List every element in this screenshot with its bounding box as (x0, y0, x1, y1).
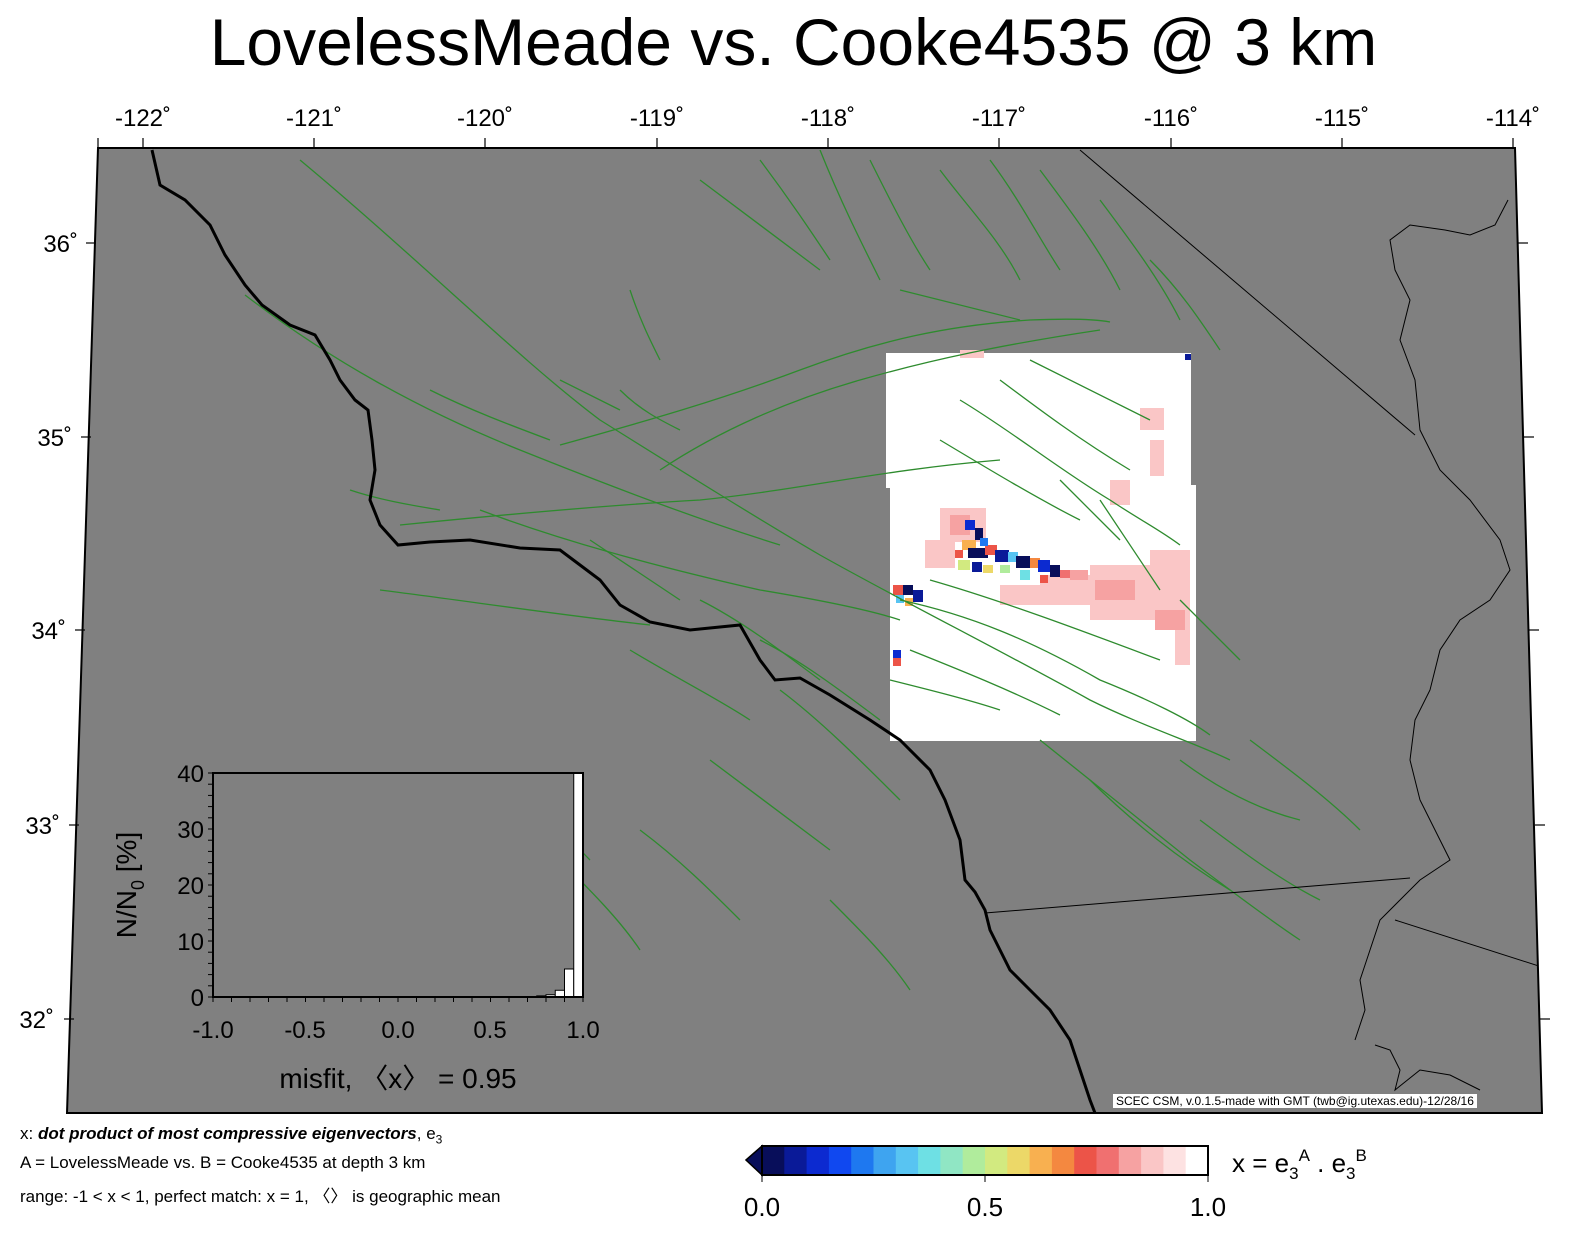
map-title: LovelessMeade vs. Cooke4535 @ 3 km (209, 5, 1378, 79)
hist-x-label: misfit, 〈x〉 = 0.95 (279, 1063, 516, 1094)
hist-y-tick: 10 (177, 929, 204, 956)
colorbar-cell (1051, 1146, 1075, 1175)
colorbar-cell (873, 1146, 897, 1175)
lon-label: -122˚ (115, 105, 171, 132)
colorbar-cell (1007, 1146, 1031, 1175)
colorbar-cell (962, 1146, 986, 1175)
coastline (150, 149, 1097, 1113)
caption-line-3: range: -1 < x < 1, perfect match: x = 1,… (20, 1187, 501, 1206)
lon-label: -118˚ (801, 105, 855, 132)
hist-x-tick: 1.0 (566, 1017, 599, 1044)
hist-x-tick: 0.5 (473, 1017, 506, 1044)
hist-x-tick: -0.5 (284, 1017, 325, 1044)
colorbar-cell (828, 1146, 852, 1175)
map-credit: SCEC CSM, v.0.1.5-made with GMT (twb@ig.… (1113, 1094, 1477, 1108)
hist-x-tick: -1.0 (192, 1017, 233, 1044)
colorbar-cell (806, 1146, 830, 1175)
histogram-bar (554, 989, 565, 998)
colorbar-cell (1029, 1146, 1053, 1175)
lat-label: 35˚ (37, 425, 72, 452)
misfit-histogram: 40 30 20 10 0 -1.0 -0.5 0.0 0.5 1.0 misf… (111, 761, 600, 1094)
colorbar-tick: 1.0 (1190, 1192, 1226, 1222)
colorbar-cell (918, 1146, 941, 1175)
misfit-overlay (886, 350, 1196, 741)
colorbar-cell (895, 1146, 919, 1175)
hist-x-tick: 0.0 (381, 1017, 414, 1044)
lat-label: 33˚ (25, 813, 60, 840)
colorbar: 0.0 0.5 1.0 x = e3A . e3B (744, 1144, 1367, 1222)
hist-y-tick: 0 (191, 985, 204, 1012)
lat-label: 32˚ (19, 1007, 54, 1034)
hist-y-tick: 20 (177, 873, 204, 900)
colorbar-cell (1096, 1146, 1120, 1175)
colorbar-cell (784, 1146, 808, 1175)
lat-label: 34˚ (31, 618, 66, 645)
caption-line-1: x: dot product of most compressive eigen… (20, 1124, 443, 1147)
colorbar-cell (1074, 1146, 1097, 1175)
lat-label: 36˚ (43, 231, 78, 258)
hist-y-tick: 30 (177, 817, 204, 844)
colorbar-tick: 0.0 (744, 1192, 780, 1222)
lon-label: -119˚ (630, 105, 684, 132)
lon-label: -115˚ (1315, 105, 1369, 132)
colorbar-cell (1163, 1146, 1187, 1175)
lon-label: -116˚ (1144, 105, 1198, 132)
hist-y-label: N/N0 [%] (111, 832, 148, 938)
colorbar-cell (1185, 1146, 1209, 1175)
colorbar-tick: 0.5 (967, 1192, 1003, 1222)
state-borders (984, 149, 1542, 1092)
colorbar-cell (1141, 1146, 1164, 1175)
lon-label: -121˚ (286, 105, 342, 132)
colorbar-label: x = e3A . e3B (1232, 1146, 1367, 1183)
histogram-bar (573, 772, 584, 998)
lon-label: -120˚ (457, 105, 513, 132)
colorbar-cell (985, 1146, 1008, 1175)
lon-label: -117˚ (972, 105, 1026, 132)
hist-y-tick: 40 (177, 761, 204, 788)
colorbar-cell (851, 1146, 874, 1175)
colorbar-cell (940, 1146, 964, 1175)
map-frame-ticks (64, 138, 1550, 1020)
lon-label: -114˚ (1486, 105, 1540, 132)
colorbar-cell (762, 1146, 785, 1175)
colorbar-cell (1118, 1146, 1142, 1175)
histogram-bar (564, 968, 575, 998)
caption-line-2: A = LovelessMeade vs. B = Cooke4535 at d… (20, 1153, 426, 1172)
